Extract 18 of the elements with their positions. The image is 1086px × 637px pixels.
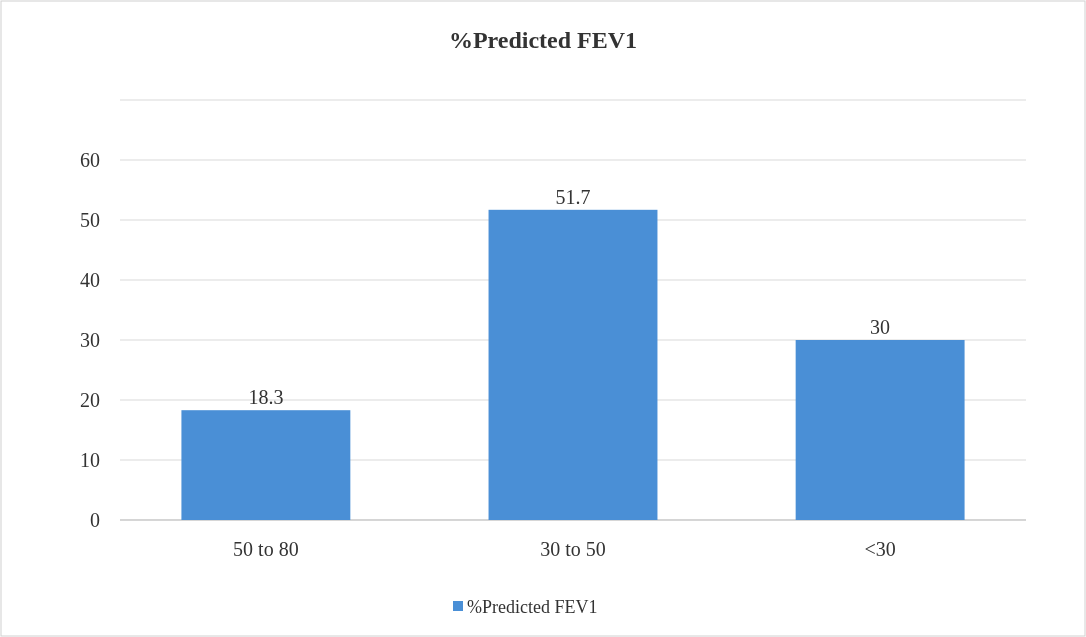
y-tick-label: 20 <box>80 389 100 411</box>
x-tick-label: 50 to 80 <box>233 538 299 560</box>
data-label: 51.7 <box>555 185 591 208</box>
data-label: 30 <box>870 316 891 338</box>
bar <box>181 410 351 520</box>
bar <box>488 209 658 520</box>
y-tick-label: 50 <box>80 209 100 231</box>
x-tick-label: 30 to 50 <box>540 538 606 560</box>
y-tick-label: 60 <box>80 149 100 171</box>
data-label: 18.3 <box>248 386 284 409</box>
y-tick-label: 10 <box>80 449 100 471</box>
y-tick-label: 30 <box>80 329 100 351</box>
x-tick-label: <30 <box>864 538 896 560</box>
chart-title: %Predicted FEV1 <box>448 27 638 53</box>
y-tick-label: 40 <box>80 269 100 291</box>
bar <box>795 340 965 520</box>
y-tick-label: 0 <box>90 509 100 531</box>
legend-label: %Predicted FEV1 <box>467 597 598 618</box>
